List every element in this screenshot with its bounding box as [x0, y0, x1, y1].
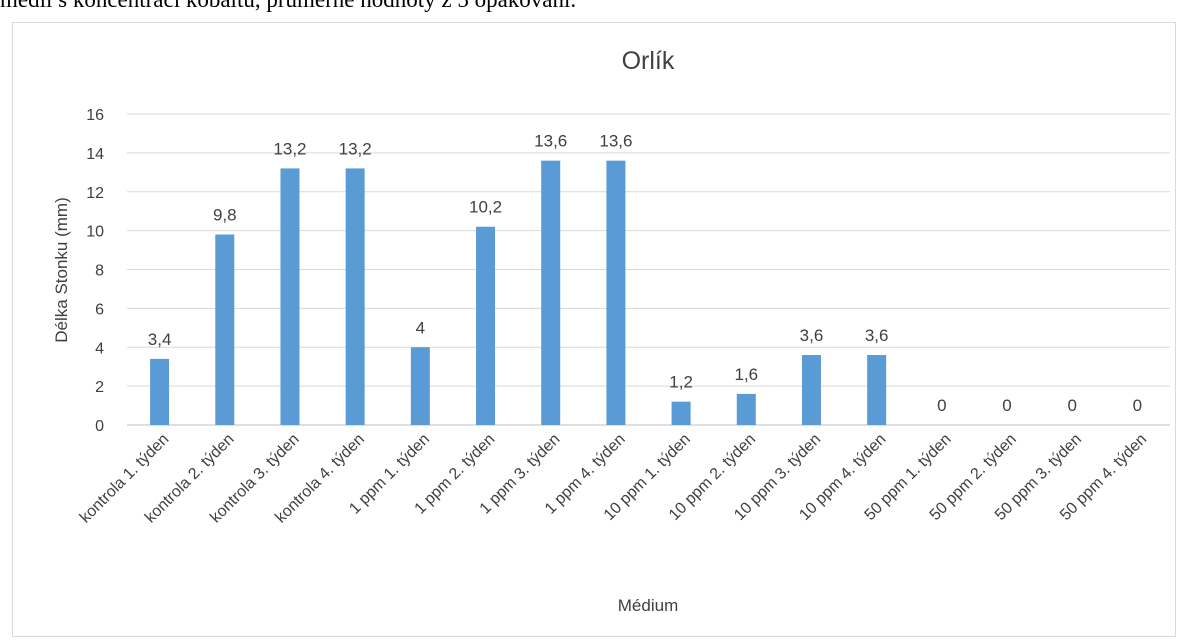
y-tick-label: 0 [95, 418, 104, 435]
chart-area [12, 22, 1176, 637]
bar [801, 355, 821, 425]
y-axis-ticks: 0 2 4 6 8 10 12 14 16 [86, 107, 104, 435]
data-label: 13,2 [339, 139, 372, 158]
bar [671, 401, 691, 425]
y-axis-title: Délka Stonku (mm) [52, 197, 71, 342]
data-label: 9,8 [213, 206, 237, 225]
data-labels: 3,4 9,8 13,2 13,2 4 10,2 13,6 13,6 1,2 1,6 3,6 3,6 0… [148, 132, 1142, 415]
y-tick-label: 2 [95, 379, 104, 396]
x-axis-title: Médium [618, 596, 678, 615]
y-tick-label: 16 [86, 107, 104, 124]
bar [150, 358, 170, 425]
chart-title: Orlík [622, 47, 675, 75]
y-tick-label: 6 [95, 301, 104, 318]
data-label: 10,2 [469, 198, 502, 217]
data-label: 3,6 [865, 326, 889, 345]
data-label: 13,6 [534, 132, 567, 151]
data-label: 13,6 [599, 132, 632, 151]
data-label: 3,6 [800, 326, 824, 345]
data-label: 0 [1133, 396, 1142, 415]
data-label: 1,6 [734, 365, 758, 384]
data-label: 0 [937, 396, 946, 415]
data-label: 3,4 [148, 330, 172, 349]
y-tick-label: 12 [86, 185, 104, 202]
bars [150, 160, 887, 426]
bar [476, 226, 496, 425]
bar [410, 347, 430, 425]
y-tick-label: 8 [95, 263, 104, 280]
data-label: 0 [1067, 396, 1076, 415]
data-label: 1,2 [669, 373, 693, 392]
data-label: 0 [1002, 396, 1011, 415]
bar [345, 168, 365, 426]
bar [867, 355, 887, 425]
bar [215, 234, 235, 425]
bar [280, 168, 300, 426]
bar [541, 160, 561, 425]
gridlines [127, 113, 1170, 426]
data-label: 13,2 [273, 139, 306, 158]
bar [606, 160, 626, 425]
data-label: 4 [416, 318, 425, 337]
y-tick-label: 4 [95, 340, 104, 357]
document-text-line: médii s koncentrací kobaltu, průměrné ho… [0, 0, 576, 13]
bar [736, 393, 756, 425]
y-tick-label: 10 [86, 224, 104, 241]
y-tick-label: 14 [86, 146, 104, 163]
